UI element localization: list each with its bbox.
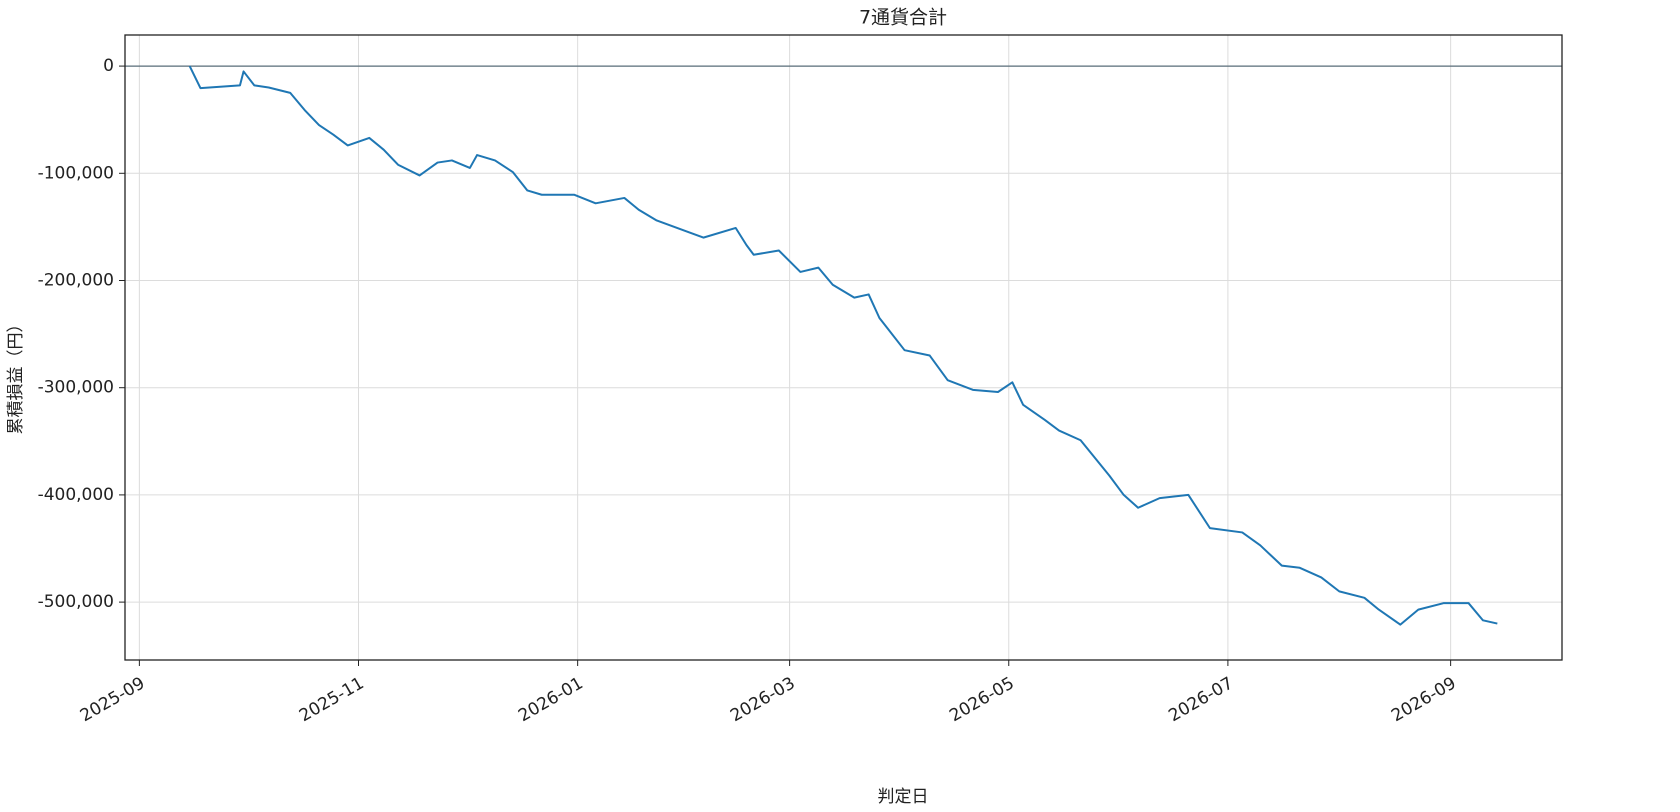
y-tick-label: -300,000 (38, 378, 114, 398)
y-tick-label: -400,000 (38, 485, 114, 505)
x-tick-label: 2026-03 (727, 673, 799, 726)
x-tick-label: 2026-07 (1165, 673, 1237, 726)
x-tick-label: 2026-09 (1388, 673, 1460, 726)
x-tick-label: 2026-05 (946, 673, 1018, 726)
y-tick-label: 0 (103, 56, 114, 76)
y-tick-label: -100,000 (38, 163, 114, 183)
y-tick-label: -500,000 (38, 592, 114, 612)
data-line (188, 65, 1498, 626)
x-tick-label: 2026-01 (515, 673, 587, 726)
plot-frame (124, 34, 1563, 661)
x-axis-label: 判定日 (878, 787, 929, 807)
x-tick-label: 2025-09 (77, 673, 149, 726)
chart-title: 7通貨合計 (859, 7, 947, 29)
y-axis-label: 累積損益（円） (6, 316, 26, 435)
y-tick-label: -200,000 (38, 270, 114, 290)
x-tick-label: 2025-11 (296, 673, 368, 726)
